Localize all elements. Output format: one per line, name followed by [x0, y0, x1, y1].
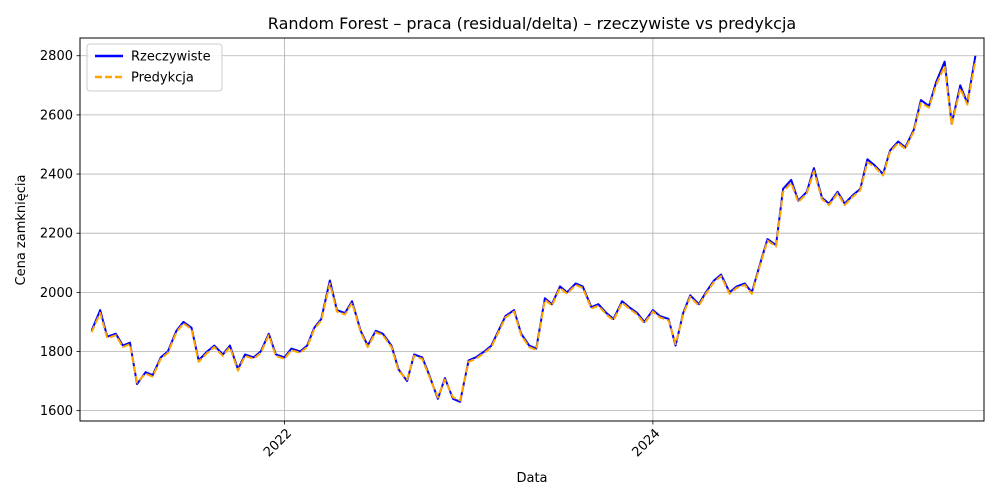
y-axis-label: Cena zamknięcia	[14, 175, 29, 286]
y-tick-label: 1800	[40, 345, 73, 360]
series-line-predykcja	[90, 60, 977, 402]
series-area	[90, 55, 977, 403]
legend-label-predykcja: Predykcja	[131, 71, 194, 86]
grid	[80, 38, 984, 421]
chart-title: Random Forest – praca (residual/delta) –…	[268, 14, 796, 33]
y-tick-label: 2800	[40, 49, 73, 64]
plot-frame	[79, 37, 985, 422]
y-tick-label: 2400	[40, 168, 73, 183]
y-tick-label: 1600	[40, 404, 73, 419]
x-axis-label: Data	[516, 471, 547, 486]
y-tick-label: 2200	[40, 227, 73, 242]
y-tick-label: 2600	[40, 108, 73, 123]
y-axis-ticks: 1600 1800 2000 2200 2400 2600 2800	[40, 49, 80, 419]
legend: Rzeczywiste Predykcja	[86, 43, 223, 92]
legend-label-rzeczywiste: Rzeczywiste	[131, 50, 211, 65]
y-tick-label: 2000	[40, 286, 73, 301]
